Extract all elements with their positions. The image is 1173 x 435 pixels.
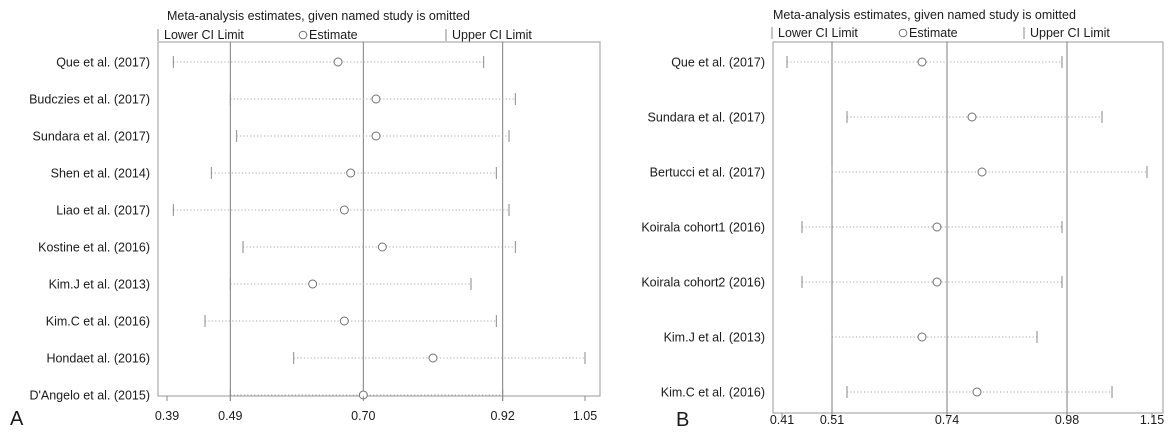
study-row: Que et al. (2017) [56,56,485,70]
estimate-marker [371,94,381,104]
study-label: Bertucci et al. (2017) [650,166,765,180]
legend-estimate-marker [898,28,908,38]
study-row: Bertucci et al. (2017) [650,166,1148,180]
study-row: Kim.C et al. (2016) [46,315,497,329]
study-label: Shen et al. (2014) [51,167,150,181]
study-label: D'Angelo et al. (2015) [29,389,150,403]
study-row: Kim.J et al. (2013) [49,278,472,292]
estimate-marker [917,332,927,342]
x-tick-label: 0.74 [935,413,959,427]
study-row: Que et al. (2017) [671,56,1063,70]
legend-lower-ci: Lower CI Limit [771,26,858,40]
study-row: Kim.C et al. (2016) [661,386,1113,400]
x-tick-label: 0.49 [218,409,242,423]
estimate-marker [333,57,343,67]
study-row: Sundara et al. (2017) [648,111,1103,125]
estimate-marker [377,242,387,252]
study-label: Que et al. (2017) [671,56,765,70]
estimate-marker [972,387,982,397]
estimate-marker [932,222,942,232]
legend-estimate: Estimate [898,26,958,40]
legend-upper-ci-label: Upper CI Limit [1030,26,1110,40]
legend-lower-ci-label: Lower CI Limit [164,28,244,42]
study-label: Kim.C et al. (2016) [46,315,150,329]
study-label: Kim.J et al. (2013) [664,331,765,345]
x-tick-label: 0.51 [820,413,844,427]
estimate-marker [967,112,977,122]
x-tick-label: 0.98 [1055,413,1079,427]
study-row: Liao et al. (2017) [56,204,510,218]
study-row: Sundara et al. (2017) [33,130,510,144]
study-row: Kostine et al. (2016) [38,241,516,255]
study-label: Koirala cohort2 (2016) [641,276,765,290]
panel-letter: B [676,409,689,431]
chart-title: Meta-analysis estimates, given named stu… [167,9,470,23]
study-label: Que et al. (2017) [56,56,150,70]
study-row: Koirala cohort1 (2016) [641,221,1063,235]
legend-estimate-marker [298,30,308,40]
legend-upper-ci-label: Upper CI Limit [452,28,532,42]
estimate-marker [932,277,942,287]
legend-estimate: Estimate [298,28,358,42]
estimate-marker [308,279,318,289]
x-tick-label: 0.39 [155,409,179,423]
estimate-marker [339,205,349,215]
legend-lower-ci: Lower CI Limit [157,28,244,42]
study-label: Sundara et al. (2017) [648,111,765,125]
estimate-marker [977,167,987,177]
legend-upper-ci: Upper CI Limit [1023,26,1110,40]
x-tick-label: 0.92 [490,409,514,423]
x-tick-label: 0.70 [351,409,375,423]
x-tick-label: 0.41 [770,413,794,427]
x-tick-label: 1.05 [573,409,597,423]
panel-letter: A [10,408,24,430]
study-label: Sundara et al. (2017) [33,130,150,144]
x-tick-label: 1.15 [1140,413,1164,427]
study-label: Koirala cohort1 (2016) [641,221,765,235]
panel-a: Meta-analysis estimates, given named stu… [10,9,601,430]
legend-estimate-label: Estimate [909,26,958,40]
study-label: Kim.J et al. (2013) [49,278,150,292]
legend-upper-ci: Upper CI Limit [445,28,532,42]
study-label: Hondaet al. (2016) [46,352,150,366]
estimate-marker [428,353,438,363]
study-label: Budczies et al. (2017) [29,93,150,107]
plot-frame [772,41,1164,414]
panel-b: Meta-analysis estimates, given named stu… [641,8,1164,431]
study-row: Kim.J et al. (2013) [664,331,1038,345]
plot-frame [157,41,601,397]
study-row: Koirala cohort2 (2016) [641,276,1063,290]
study-row: Budczies et al. (2017) [29,93,516,107]
study-row: Hondaet al. (2016) [46,352,586,366]
estimate-marker [917,57,927,67]
estimate-marker [339,316,349,326]
study-label: Kostine et al. (2016) [38,241,150,255]
legend-estimate-label: Estimate [309,28,358,42]
estimate-marker [346,168,356,178]
study-row: Shen et al. (2014) [51,167,497,181]
legend-lower-ci-label: Lower CI Limit [778,26,858,40]
study-label: Kim.C et al. (2016) [661,386,765,400]
chart-title: Meta-analysis estimates, given named stu… [773,8,1076,22]
study-label: Liao et al. (2017) [56,204,150,218]
estimate-marker [371,131,381,141]
